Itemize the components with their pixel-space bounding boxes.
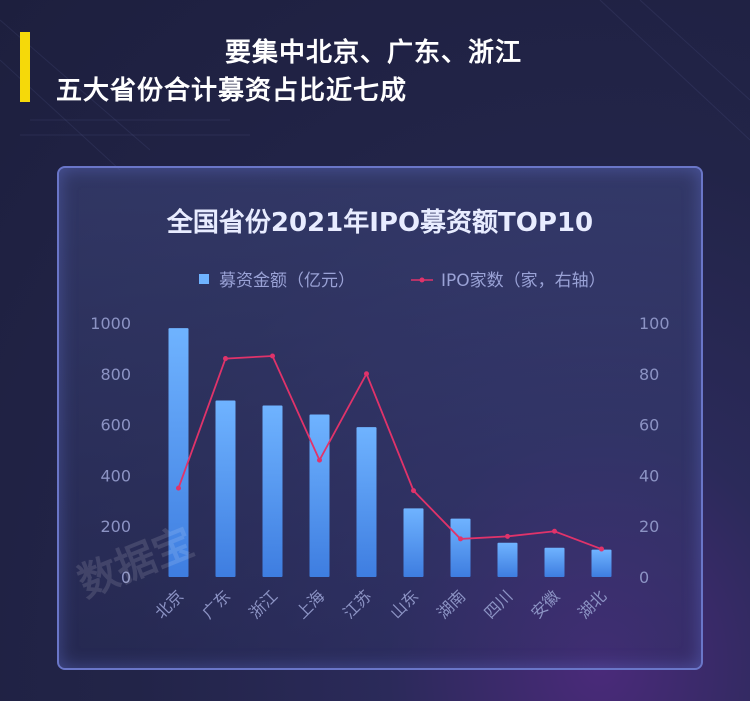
line-point [552,528,557,534]
legend-line-marker [419,277,425,283]
bar [215,400,236,577]
y2-tick-label: 100 [639,314,670,333]
y2-tick-label: 20 [639,517,659,536]
legend-bar-label: 募资金额（亿元） [219,271,355,291]
y-tick-label: 0 [121,568,131,587]
bar [262,405,283,577]
line-point [364,371,369,377]
x-tick-label: 安徽 [527,586,563,622]
bar [544,547,565,577]
chart-title: 全国省份2021年IPO募资额TOP10 [166,208,594,238]
y2-tick-label: 40 [639,466,659,485]
x-tick-label: 上海 [292,586,328,622]
chart-panel: 全国省份2021年IPO募资额TOP10 募资金额（亿元） IPO家数（家，右轴）… [57,166,703,670]
x-tick-label: 四川 [480,586,516,622]
line-point [176,485,181,491]
x-tick-label: 浙江 [245,586,281,622]
x-tick-label: 山东 [386,586,422,622]
bar [309,414,330,577]
bar-line-chart: 募资金额（亿元） IPO家数（家，右轴） 0 200 400 600 800 1000 0 20 4… [90,271,670,622]
y-tick-label: 800 [100,365,131,384]
bar [450,518,471,577]
line-point [599,546,604,552]
legend-line-label: IPO家数（家，右轴） [441,271,606,291]
line-series [177,355,602,550]
y2-tick-label: 0 [639,568,649,587]
line-point [411,488,416,494]
heading-line-2: 五大省份合计募资占比近七成 [56,76,408,106]
bar [356,427,377,577]
heading-line-1: 要集中北京、广东、浙江 [225,38,523,68]
bar [591,549,612,577]
y-tick-label: 200 [100,517,131,536]
x-tick-label: 湖北 [574,586,610,622]
x-tick-label: 北京 [151,586,187,622]
y-tick-label: 400 [100,466,131,485]
line-point [458,536,463,542]
line-point [223,356,228,362]
x-tick-label: 广东 [198,586,234,622]
line-point [505,533,510,539]
bar [168,328,189,577]
line-point [317,457,322,463]
accent-bar [20,32,30,102]
legend-bar-swatch [199,274,209,284]
bar [403,508,424,577]
bar [497,542,518,577]
y2-tick-label: 80 [639,365,659,384]
x-tick-label: 江苏 [339,586,375,622]
y-tick-label: 600 [100,416,131,435]
y2-tick-label: 60 [639,416,659,435]
x-tick-label: 湖南 [433,586,469,622]
line-point [270,353,275,359]
y-tick-label: 1000 [90,314,131,333]
